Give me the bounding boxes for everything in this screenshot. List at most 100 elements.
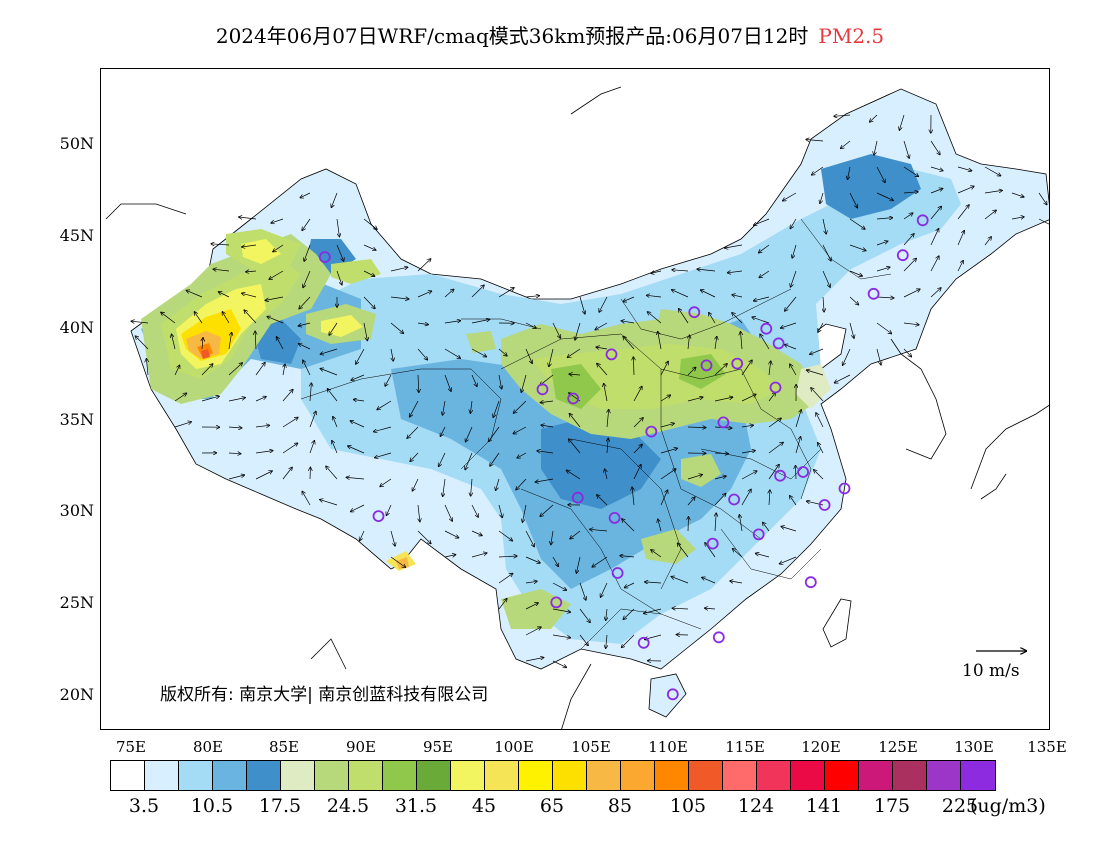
wind-vector [651, 550, 662, 558]
wind-vector [930, 256, 939, 272]
wind-vector [498, 504, 502, 518]
wind-vector [346, 477, 365, 479]
station-marker [916, 214, 929, 227]
wind-vector [814, 470, 824, 480]
wind-vector [282, 417, 298, 428]
wind-vector [870, 114, 878, 122]
wind-vector [498, 556, 517, 557]
wind-vector [471, 319, 490, 324]
wind-vector [834, 115, 851, 116]
wind-vector [255, 471, 272, 480]
wind-vector [687, 475, 702, 480]
wind-vector [390, 556, 406, 567]
wind-vector [444, 374, 451, 391]
wind-vector [590, 529, 608, 531]
wind-vector [525, 556, 540, 563]
wind-vector [444, 530, 459, 538]
wind-vector [620, 556, 635, 557]
wind-vector [363, 244, 376, 250]
colorbar-label: 24.5 [326, 795, 370, 817]
wind-vector [336, 218, 339, 237]
colorbar-swatch [417, 761, 451, 790]
wind-vector [390, 530, 395, 546]
wind-vector [299, 344, 311, 350]
station-marker [712, 631, 725, 644]
wind-vector [759, 270, 770, 278]
colorbar-label: 31.5 [394, 795, 438, 817]
wind-vector [633, 386, 642, 402]
wind-vector [648, 312, 662, 324]
wind-vector [768, 442, 783, 454]
pollutant-label: PM2.5 [818, 24, 885, 48]
wind-vector [444, 504, 452, 521]
wind-vector [607, 438, 608, 454]
wind-vector [525, 627, 541, 636]
wind-vector [329, 322, 338, 335]
lat-label: 35N [59, 410, 94, 429]
forecast-map [105, 86, 1049, 729]
colorbar-swatch [927, 761, 961, 790]
wind-vector [443, 478, 446, 496]
wind-vector [849, 192, 857, 208]
wind-vector [790, 364, 797, 376]
wind-vector [1011, 192, 1024, 197]
wind-vector [822, 244, 831, 261]
wind-vector [269, 270, 284, 279]
wind-vector [930, 166, 943, 171]
colorbar-swatch [315, 761, 349, 790]
wind-vector [471, 348, 486, 357]
wind-vector [444, 348, 460, 358]
wind-vector [418, 374, 419, 392]
wind-vector [930, 288, 941, 298]
wind-vector [417, 348, 427, 360]
wind-vector [567, 470, 581, 480]
wind-vector [660, 448, 677, 454]
wind-vector [552, 582, 566, 590]
wind-vector [471, 374, 477, 386]
wind-vector [390, 297, 409, 299]
wind-vector [255, 331, 256, 350]
wind-vector [930, 206, 941, 220]
wind-vector [660, 469, 676, 480]
wind-vector [541, 425, 554, 427]
wind-vector [380, 478, 392, 487]
station-marker [567, 392, 580, 405]
colorbar-swatch [723, 761, 757, 790]
wind-vector [273, 244, 284, 252]
japan-outline [970, 404, 1049, 500]
wind-vector [146, 359, 148, 376]
wind-vector [688, 335, 690, 350]
wind-vector [623, 336, 635, 350]
wind-vector [363, 218, 377, 229]
lat-label: 25N [59, 593, 94, 612]
wind-vector [632, 487, 634, 506]
wind-vector [174, 365, 180, 376]
wind-vector [622, 519, 635, 532]
station-marker [769, 381, 782, 394]
wind-vector [903, 258, 916, 272]
station-marker [772, 337, 785, 350]
wind-vector [709, 313, 716, 324]
wind-vector [525, 296, 539, 297]
wind-vector [984, 210, 996, 220]
wind-vector [768, 465, 779, 480]
wind-vector [759, 244, 770, 253]
wind-vector [336, 244, 344, 261]
wind-vector [633, 357, 634, 376]
wind-vector [714, 494, 726, 506]
wind-vector [903, 234, 914, 246]
wind-vector [282, 443, 298, 454]
wind-vector [714, 453, 728, 454]
wind-vector [728, 271, 743, 273]
wind-vector [351, 504, 365, 512]
wind-vector [957, 166, 972, 171]
station-marker [645, 425, 658, 438]
wind-vector [552, 556, 558, 566]
station-marker [608, 511, 621, 524]
wind-vector [754, 218, 770, 225]
wind-vector [350, 421, 365, 428]
wind-vector [697, 269, 716, 271]
wind-vector [410, 452, 419, 461]
wind-vector [741, 425, 753, 427]
lon-label: 75E [115, 738, 147, 756]
